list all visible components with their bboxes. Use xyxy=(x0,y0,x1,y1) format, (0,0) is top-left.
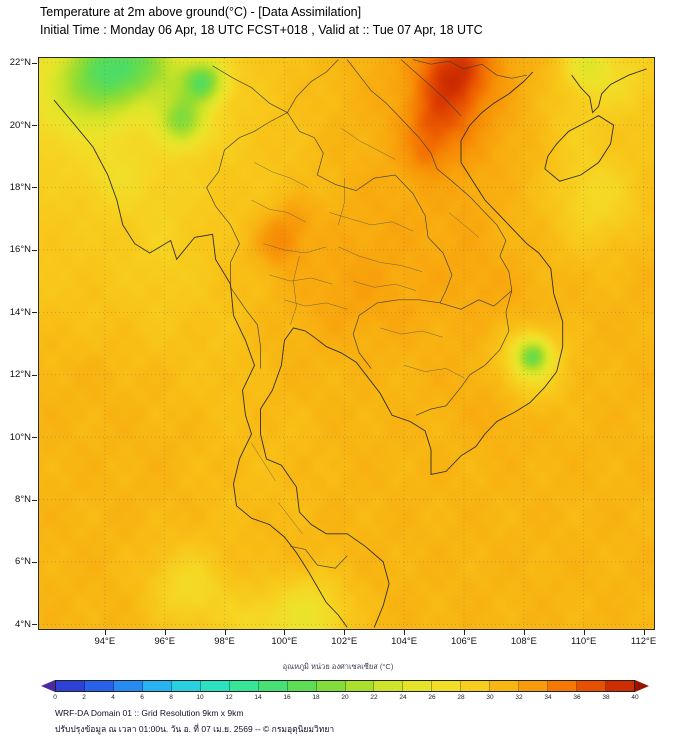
colorbar-segment xyxy=(490,681,520,691)
colorbar-tick-label: 14 xyxy=(254,694,262,701)
colorbar-segment xyxy=(287,681,317,691)
lat-axis-tick-label: 12°N xyxy=(9,369,31,381)
lat-axis-tick-mark xyxy=(32,249,37,251)
colorbar-tick-label: 24 xyxy=(399,694,407,701)
colorbar-segment xyxy=(84,681,114,691)
colorbar-tick-label: 34 xyxy=(544,694,552,701)
lon-axis-tick-label: 110°E xyxy=(571,636,597,647)
lat-axis-tick-label: 20°N xyxy=(9,119,31,131)
lon-axis-tick-label: 104°E xyxy=(391,636,418,647)
colorbar-tick-label: 2 xyxy=(82,694,86,701)
map-panel xyxy=(38,57,655,630)
colorbar-segment xyxy=(461,681,491,691)
lat-axis-tick-mark xyxy=(32,499,37,501)
lat-axis-tick-label: 6°N xyxy=(15,556,31,568)
colorbar-segment xyxy=(316,681,346,691)
colorbar-segment xyxy=(171,681,201,691)
map-borders-overlay xyxy=(39,58,654,629)
lat-axis-tick-mark xyxy=(32,62,37,64)
lat-axis-tick-mark xyxy=(32,561,37,563)
lon-axis-tick-mark xyxy=(284,630,286,635)
colorbar-tick-label: 28 xyxy=(457,694,465,701)
lat-axis-tick-mark xyxy=(32,125,37,127)
footer-update-info: ปรับปรุงข้อมูล ณ เวลา 01:00น. วัน อ. ที่… xyxy=(55,724,335,734)
lon-axis-tick-mark xyxy=(344,630,346,635)
colorbar-over-arrow-icon xyxy=(635,680,649,692)
footer-domain-info: WRF-DA Domain 01 :: Grid Resolution 9km … xyxy=(55,708,244,718)
colorbar-segment xyxy=(200,681,230,691)
page-subtitle: Initial Time : Monday 06 Apr, 18 UTC FCS… xyxy=(40,23,483,37)
lon-axis-tick-mark xyxy=(583,630,585,635)
lon-axis-tick-label: 98°E xyxy=(214,636,235,647)
lat-axis-tick-label: 14°N xyxy=(9,306,31,318)
colorbar-segment xyxy=(56,681,85,691)
colorbar-tick-label: 26 xyxy=(428,694,436,701)
colorbar-tick-label: 4 xyxy=(111,694,115,701)
colorbar-segment xyxy=(258,681,288,691)
colorbar-tick-label: 20 xyxy=(341,694,349,701)
lon-axis-tick-label: 102°E xyxy=(331,636,358,647)
colorbar-segment xyxy=(345,681,375,691)
colorbar-title: อุณหภูมิ หน่วย องศาเซลเซียส (°C) xyxy=(282,662,394,671)
lat-axis-tick-mark xyxy=(32,312,37,314)
lon-axis-tick-mark xyxy=(404,630,406,635)
lat-axis-tick-label: 22°N xyxy=(9,57,31,69)
lat-axis-tick-label: 16°N xyxy=(9,244,31,256)
lon-axis-tick-mark xyxy=(104,630,106,635)
lat-axis-tick-mark xyxy=(32,374,37,376)
colorbar-tick-label: 18 xyxy=(312,694,320,701)
colorbar-tick-label: 22 xyxy=(370,694,378,701)
lat-axis-tick-label: 8°N xyxy=(15,494,31,505)
lon-axis-tick-label: 106°E xyxy=(450,636,477,647)
lat-axis-tick-label: 10°N xyxy=(9,431,31,443)
lat-axis-tick-mark xyxy=(32,624,37,626)
colorbar-segment xyxy=(548,681,578,691)
lat-axis-tick-label: 4°N xyxy=(15,618,31,630)
colorbar-segment xyxy=(432,681,462,691)
colorbar-tick-label: 30 xyxy=(486,694,494,701)
colorbar-tick-label: 6 xyxy=(140,694,144,701)
lon-axis-tick-mark xyxy=(643,630,645,635)
colorbar-segment xyxy=(577,681,607,691)
colorbar-segment xyxy=(374,681,404,691)
lon-axis-tick-mark xyxy=(463,630,465,635)
page-title: Temperature at 2m above ground(°C) - [Da… xyxy=(40,5,362,19)
lat-axis-tick-label: 18°N xyxy=(9,181,31,193)
lon-axis-tick-mark xyxy=(523,630,525,635)
colorbar-segment xyxy=(142,681,172,691)
colorbar-segment xyxy=(519,681,549,691)
lon-axis-tick-mark xyxy=(224,630,226,635)
colorbar-tick-label: 40 xyxy=(631,694,639,701)
colorbar-tick-label: 0 xyxy=(53,694,57,701)
colorbar-segment xyxy=(229,681,259,691)
lon-axis-tick-label: 112°E xyxy=(630,636,657,647)
colorbar-segment xyxy=(113,681,143,691)
colorbar-scale xyxy=(55,680,635,692)
colorbar-tick-label: 8 xyxy=(169,694,173,701)
colorbar-tick-label: 12 xyxy=(225,694,233,701)
colorbar-tick-label: 16 xyxy=(283,694,291,701)
colorbar-segment xyxy=(403,681,433,691)
colorbar-segment xyxy=(606,681,635,691)
lon-axis-tick-label: 108°E xyxy=(510,636,537,647)
colorbar xyxy=(41,680,649,692)
lon-axis-tick-label: 100°E xyxy=(271,636,298,647)
colorbar-tick-label: 32 xyxy=(515,694,523,701)
colorbar-tick-label: 10 xyxy=(196,694,204,701)
lat-axis-tick-mark xyxy=(32,437,37,439)
colorbar-tick-label: 38 xyxy=(602,694,610,701)
lat-axis-tick-mark xyxy=(32,187,37,189)
lon-axis-tick-label: 94°E xyxy=(94,636,116,647)
colorbar-under-arrow-icon xyxy=(41,680,55,692)
lon-axis-tick-mark xyxy=(164,630,166,635)
lon-axis-tick-label: 96°E xyxy=(154,636,176,647)
colorbar-tick-label: 36 xyxy=(573,694,581,701)
